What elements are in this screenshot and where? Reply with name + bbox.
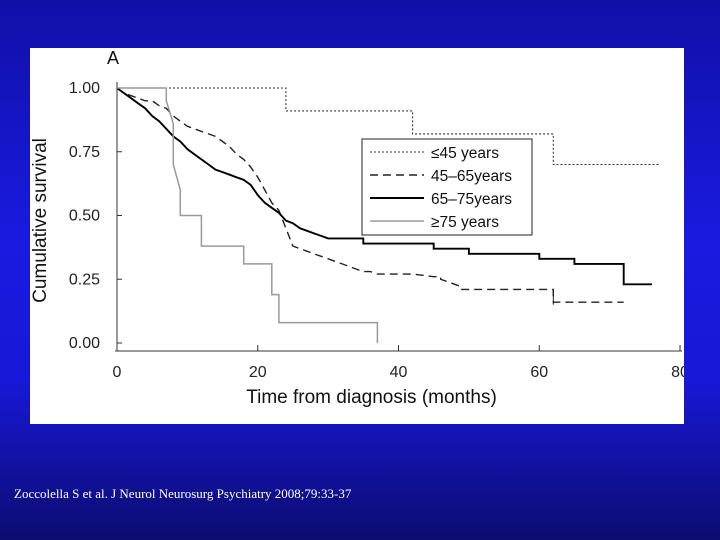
panel-label: A (107, 48, 119, 68)
legend-label-2: 45–65years (431, 168, 512, 185)
series-line-1 (117, 87, 659, 166)
x-tick-label: 20 (249, 364, 267, 381)
y-tick-label: 0.25 (69, 271, 100, 288)
y-axis-title: Cumulative survival (30, 138, 51, 303)
survival-chart: 0.00 0.25 0.50 0.75 1.00 0 20 40 60 80 Time from d… (30, 48, 684, 408)
x-tick-label: 80 (671, 364, 684, 381)
y-tick-label: 0.75 (69, 144, 100, 161)
series-line-3 (116, 87, 652, 286)
y-tick-label: 1.00 (69, 80, 100, 97)
x-axis-title: Time from diagnosis (months) (246, 387, 497, 408)
y-tick-label: 0.50 (69, 208, 100, 225)
series-line-4 (117, 87, 379, 343)
y-tick-label: 0.00 (69, 335, 100, 352)
legend-label-1: ≤45 years (431, 145, 499, 162)
citation-text: Zoccolella S et al. J Neurol Neurosurg P… (14, 486, 352, 501)
legend-label-3: 65–75years (431, 191, 512, 208)
x-tick-label: 0 (113, 364, 122, 381)
x-tick-label: 40 (390, 364, 408, 381)
legend-box (361, 138, 533, 236)
legend-label-4: ≥75 years (431, 214, 499, 231)
x-tick-label: 60 (530, 364, 548, 381)
chart-panel: 0.00 0.25 0.50 0.75 1.00 0 20 40 60 80 Time from d… (30, 48, 684, 424)
